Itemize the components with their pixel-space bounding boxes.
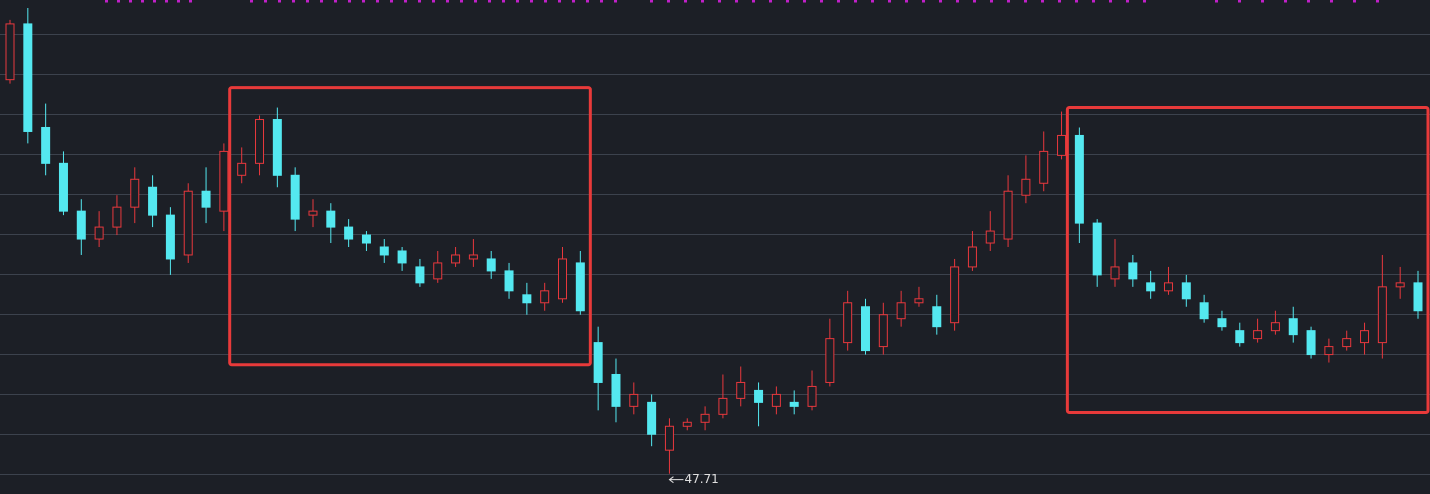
candle-body xyxy=(1270,322,1280,332)
candle-body xyxy=(593,342,603,383)
candle-body xyxy=(504,270,514,292)
candle-body xyxy=(1377,286,1387,344)
candle-body xyxy=(700,413,710,423)
candle-body xyxy=(183,190,193,256)
candle-body xyxy=(647,401,657,435)
candle-body xyxy=(41,126,51,164)
candle-body xyxy=(736,381,746,399)
candle-body xyxy=(58,162,68,212)
candle-body xyxy=(896,302,906,320)
candle-body xyxy=(379,246,389,256)
candle-body xyxy=(1092,222,1102,276)
candle-body xyxy=(575,262,585,312)
candle-body xyxy=(1146,282,1156,292)
annotation-arrow xyxy=(668,476,684,484)
candle-body xyxy=(1039,150,1049,184)
candle-body xyxy=(1199,302,1209,320)
candle-body xyxy=(967,246,977,268)
candle-body xyxy=(290,174,300,220)
candle-body xyxy=(344,226,354,240)
candle-body xyxy=(1217,318,1227,328)
candle-body xyxy=(1057,134,1067,156)
candle-body xyxy=(112,206,122,228)
candle-body xyxy=(718,397,728,415)
candle-body xyxy=(76,210,86,240)
candle-body xyxy=(433,262,443,280)
candle-body xyxy=(664,425,674,451)
candle-body xyxy=(1413,282,1423,312)
annotation-label: 47.71 xyxy=(684,472,718,486)
candle-body xyxy=(682,421,692,427)
candle-body xyxy=(451,254,461,264)
candle-body xyxy=(5,23,15,81)
candle-body xyxy=(1235,330,1245,344)
candle-body xyxy=(486,258,496,272)
candle-body xyxy=(789,401,799,407)
candle-body xyxy=(23,23,33,132)
candle-body xyxy=(326,210,336,228)
candle-body xyxy=(1342,338,1352,348)
candle-body xyxy=(932,306,942,328)
candle-body xyxy=(308,210,318,216)
candle-body xyxy=(771,393,781,407)
candle-body xyxy=(165,214,175,260)
candle-body xyxy=(1360,330,1370,344)
candle-body xyxy=(1253,330,1263,340)
candle-body xyxy=(754,389,764,403)
candle-body xyxy=(843,302,853,344)
candle-body xyxy=(148,186,158,216)
candle-body xyxy=(807,385,817,407)
candle-body xyxy=(1003,190,1013,240)
candle-body xyxy=(415,266,425,284)
candle-body xyxy=(130,178,140,208)
candle-body xyxy=(219,150,229,212)
candle-body xyxy=(201,190,211,208)
candle-body xyxy=(985,230,995,244)
candle-body xyxy=(914,298,924,304)
candle-body xyxy=(397,250,407,264)
candle-body xyxy=(255,119,265,164)
candle-body xyxy=(1163,282,1173,292)
candle-body xyxy=(237,162,247,176)
candle-body xyxy=(629,393,639,407)
candle-body xyxy=(1288,318,1298,336)
candle-body xyxy=(860,306,870,352)
candle-body xyxy=(94,226,104,240)
candle-body xyxy=(1181,282,1191,300)
candle-body xyxy=(1110,266,1120,280)
candle-body xyxy=(361,234,371,244)
highlight-box xyxy=(228,86,592,367)
candle-body xyxy=(272,119,282,176)
candle-body xyxy=(1306,330,1316,356)
candle-body xyxy=(878,314,888,348)
candle-body xyxy=(611,373,621,407)
candle-body xyxy=(950,266,960,324)
candle-body xyxy=(1395,282,1405,288)
candle-body xyxy=(558,258,568,300)
candle-body xyxy=(825,338,835,383)
candle-body xyxy=(1021,178,1031,196)
highlight-box xyxy=(1065,105,1430,415)
candle-body xyxy=(468,254,478,260)
candle-body xyxy=(1074,134,1084,224)
candle-body xyxy=(1128,262,1138,280)
candle-body xyxy=(540,290,550,304)
candle-body xyxy=(1324,346,1334,356)
candle-body xyxy=(522,294,532,304)
